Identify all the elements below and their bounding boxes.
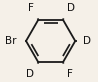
Text: F: F	[67, 69, 73, 79]
Text: F: F	[28, 3, 34, 13]
Text: Br: Br	[5, 36, 16, 46]
Text: D: D	[26, 69, 34, 79]
Text: D: D	[83, 36, 91, 46]
Text: D: D	[67, 3, 75, 13]
